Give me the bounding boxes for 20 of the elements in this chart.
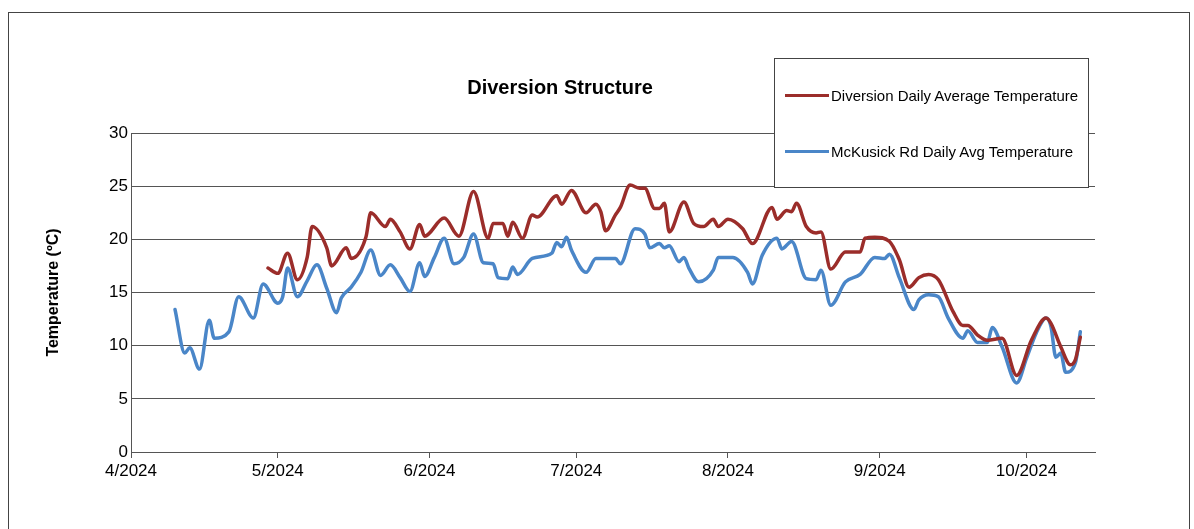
legend-label: McKusick Rd Daily Avg Temperature <box>831 142 1074 160</box>
y-tick-label: 15 <box>109 282 128 302</box>
chart-title: Diversion Structure <box>466 76 654 99</box>
y-tick-label: 0 <box>118 441 128 461</box>
x-tick-label: 6/2024 <box>403 460 456 480</box>
y-tick-label: 25 <box>109 175 128 195</box>
y-tick-label: 20 <box>109 229 128 249</box>
line-series <box>266 183 1083 378</box>
y-axis-title: Temperature (ºC) <box>44 228 62 357</box>
line-series <box>173 226 1083 385</box>
x-tick-label: 8/2024 <box>701 460 754 480</box>
x-tick-label: 5/2024 <box>251 460 304 480</box>
x-tick-label: 10/2024 <box>995 460 1058 480</box>
x-tick-label: 7/2024 <box>550 460 603 480</box>
y-tick-label: 10 <box>109 335 128 355</box>
x-tick-label: 9/2024 <box>853 460 906 480</box>
x-tick-label: 4/2024 <box>105 460 157 480</box>
legend-label: Diversion Daily Average Temperature <box>831 86 1079 104</box>
y-tick-label: 5 <box>118 388 128 408</box>
y-tick-label: 30 <box>109 122 128 142</box>
